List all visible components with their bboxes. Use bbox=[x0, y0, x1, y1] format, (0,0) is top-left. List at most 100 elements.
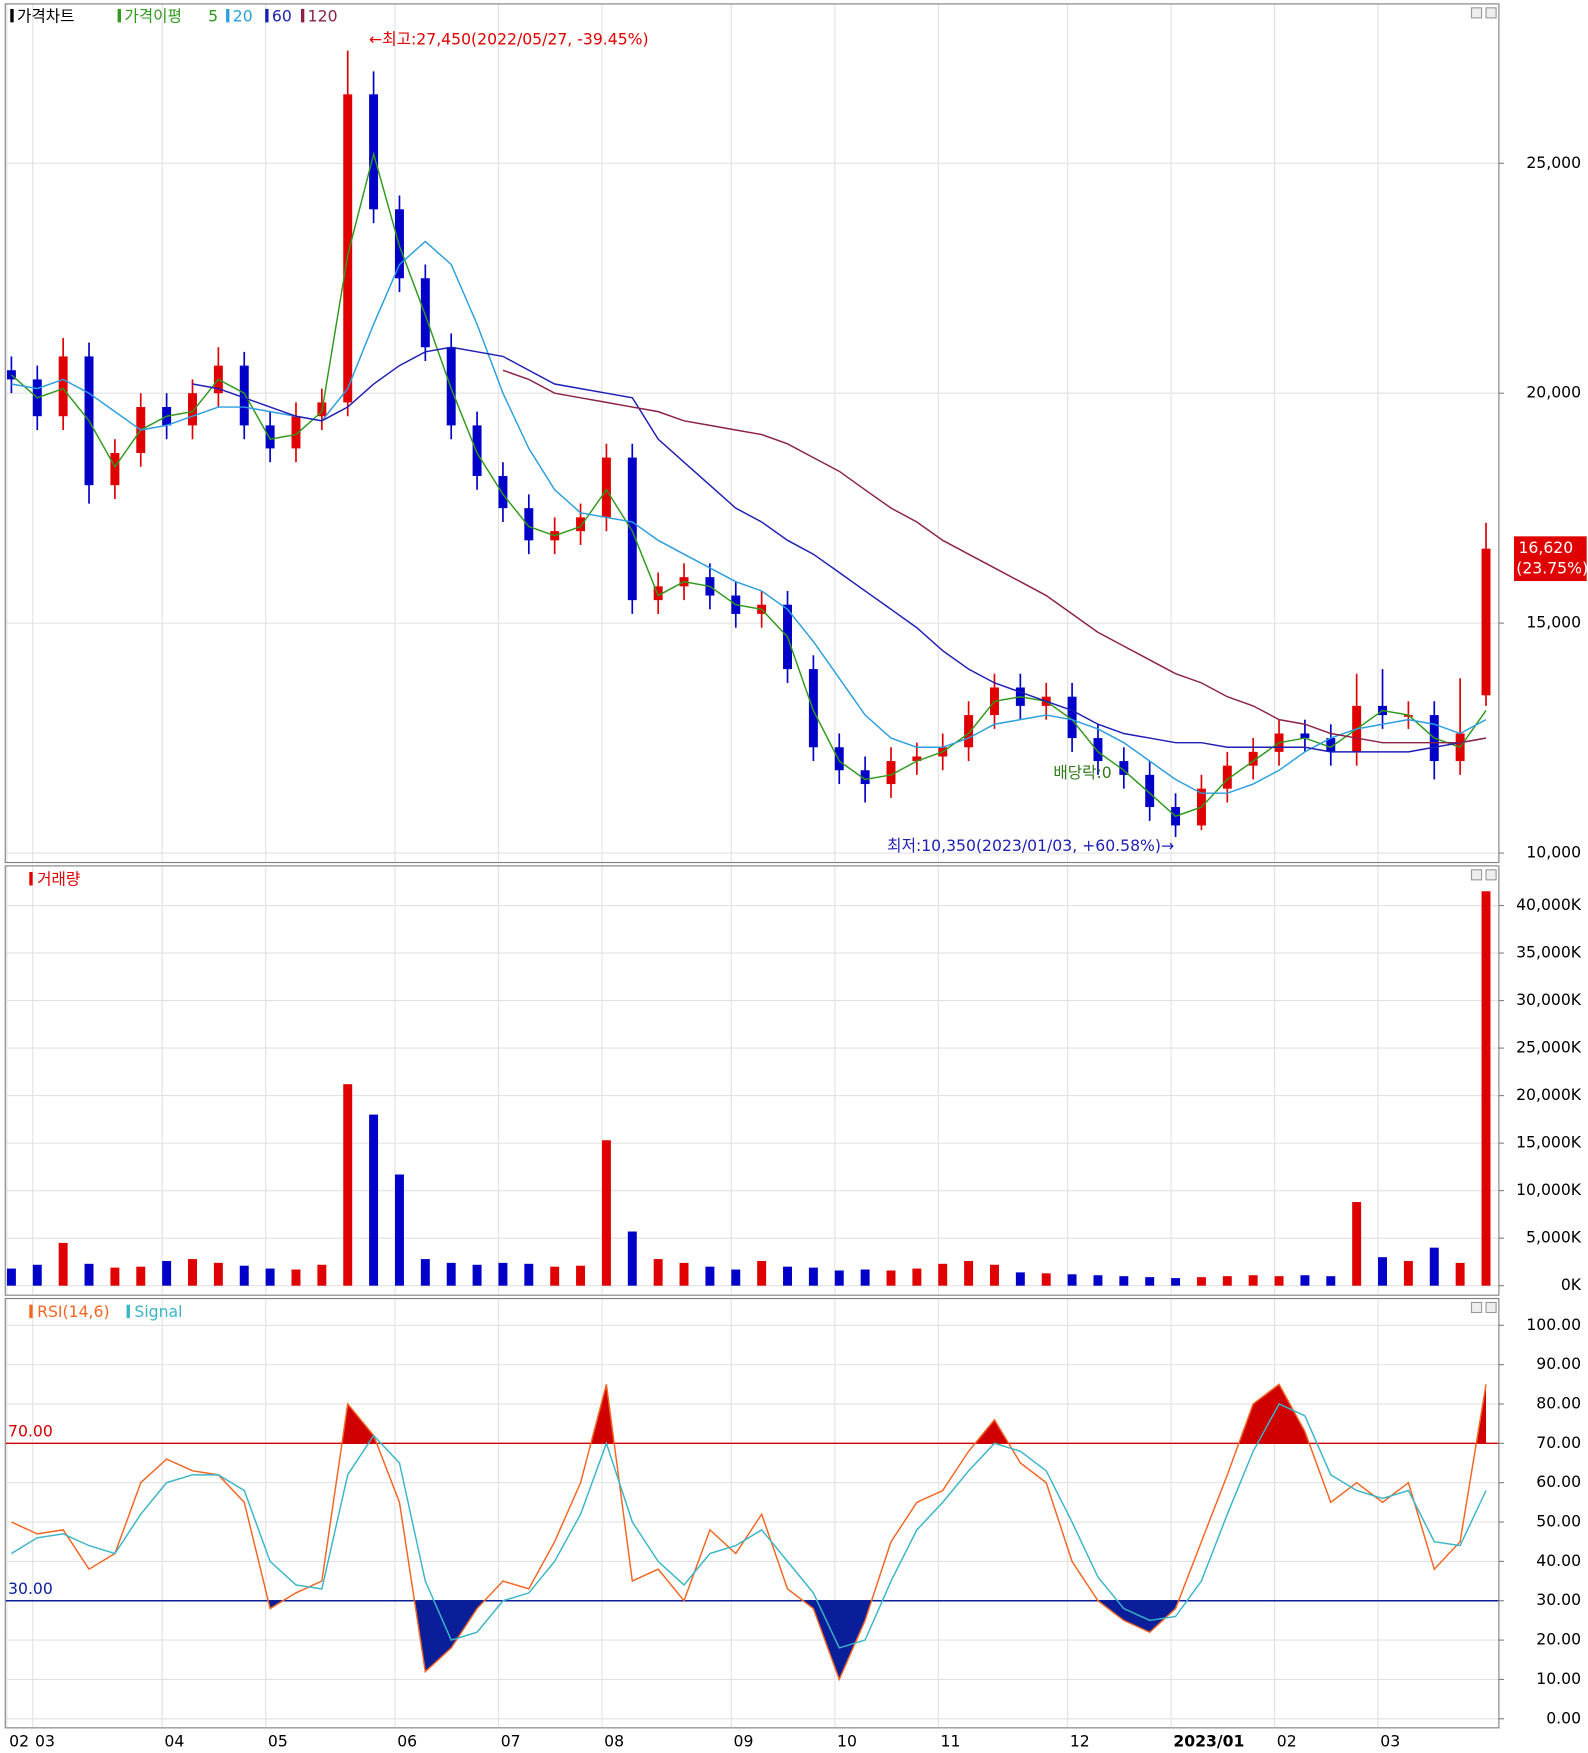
panel-button[interactable] bbox=[1470, 1301, 1483, 1314]
volume-bar bbox=[938, 1263, 948, 1286]
y-tick-label: 10.00 bbox=[1536, 1669, 1581, 1688]
volume-bar bbox=[343, 1084, 353, 1286]
x-tick-label: 09 bbox=[734, 1731, 754, 1750]
candle-body bbox=[834, 747, 844, 771]
legend-label: RSI(14,6) bbox=[37, 1302, 109, 1321]
volume-bar bbox=[32, 1264, 42, 1286]
legend-label: 5 bbox=[208, 6, 218, 25]
grid bbox=[5, 4, 1504, 1728]
candle-body bbox=[912, 756, 922, 762]
panel-button[interactable] bbox=[1470, 869, 1483, 881]
volume-bar bbox=[58, 1242, 68, 1286]
volume-bar bbox=[1015, 1272, 1025, 1286]
legend-ma-title: 가격이평 bbox=[124, 6, 182, 25]
ma-line bbox=[10, 151, 1487, 818]
candle-body bbox=[265, 425, 275, 449]
x-tick-label: 12 bbox=[1070, 1731, 1090, 1750]
volume-bar bbox=[446, 1262, 456, 1286]
candle-body bbox=[524, 508, 534, 541]
volume-bar bbox=[369, 1114, 379, 1286]
x-tick-label: 06 bbox=[397, 1731, 417, 1750]
y-tick-label: 50.00 bbox=[1536, 1512, 1581, 1531]
volume-bar bbox=[1429, 1247, 1439, 1286]
price-panel bbox=[4, 3, 1500, 864]
volume-bar bbox=[912, 1268, 922, 1286]
candle-body bbox=[1119, 761, 1129, 775]
volume-bar bbox=[239, 1265, 249, 1286]
candle-body bbox=[1145, 774, 1155, 808]
volume-bar bbox=[964, 1260, 974, 1286]
y-tick-label: 10,000K bbox=[1516, 1180, 1582, 1199]
volume-bar bbox=[1352, 1202, 1362, 1286]
y-tick-label: 90.00 bbox=[1536, 1354, 1581, 1373]
candle-body bbox=[860, 770, 870, 785]
legend-swatch bbox=[226, 8, 230, 23]
marks bbox=[5, 50, 1499, 1682]
y-tick-label: 0K bbox=[1561, 1275, 1582, 1294]
legend-swatch bbox=[29, 1304, 33, 1319]
y-tick-label: 80.00 bbox=[1536, 1393, 1581, 1412]
candle-body bbox=[239, 365, 249, 426]
candle-body bbox=[653, 586, 663, 601]
volume-bar bbox=[990, 1264, 999, 1286]
y-tick-label: 10,000 bbox=[1526, 843, 1581, 862]
legend-label: Signal bbox=[134, 1302, 182, 1321]
legend-swatch bbox=[10, 8, 14, 23]
volume-bar bbox=[1196, 1277, 1206, 1286]
y-tick-label: 25,000 bbox=[1526, 153, 1581, 172]
x-tick-label: 05 bbox=[268, 1731, 288, 1750]
volume-bar bbox=[1326, 1276, 1336, 1286]
level-label: 30.00 bbox=[8, 1579, 53, 1598]
legend-title: 거래량 bbox=[37, 869, 80, 888]
y-tick-label: 0.00 bbox=[1546, 1708, 1581, 1727]
candle-body bbox=[1093, 738, 1103, 762]
y-tick-label: 40.00 bbox=[1536, 1551, 1581, 1570]
ma-line bbox=[192, 346, 1487, 753]
x-tick-label: 11 bbox=[941, 1731, 961, 1750]
candle-body bbox=[498, 475, 508, 509]
legend-swatch bbox=[300, 8, 305, 23]
volume-bar bbox=[601, 1140, 611, 1286]
panel-button[interactable] bbox=[1485, 1301, 1497, 1314]
rsi-line bbox=[11, 1403, 1487, 1649]
volume-bar bbox=[627, 1231, 637, 1286]
panel-button[interactable] bbox=[1470, 7, 1483, 19]
candle-body bbox=[1300, 733, 1310, 739]
legend-swatch bbox=[117, 8, 121, 23]
ma-line bbox=[11, 240, 1487, 794]
volume-bar bbox=[1119, 1276, 1129, 1286]
candle-body bbox=[6, 370, 16, 380]
candle-body bbox=[446, 347, 456, 426]
candle-body bbox=[627, 457, 637, 601]
candle-body bbox=[601, 457, 611, 518]
volume-bar bbox=[1222, 1276, 1232, 1286]
volume-bar bbox=[705, 1266, 715, 1286]
annotation: 최저:10,350(2023/01/03, +60.58%)→ bbox=[887, 836, 1174, 855]
volume-bar bbox=[550, 1266, 560, 1286]
legend-swatch bbox=[29, 872, 33, 886]
x-tick-label: 08 bbox=[604, 1731, 624, 1750]
y-tick-label: 30,000K bbox=[1516, 990, 1582, 1009]
candle-body bbox=[576, 517, 586, 532]
volume-bar bbox=[731, 1269, 741, 1286]
candle-body bbox=[58, 356, 68, 417]
x-tick-label: 10 bbox=[837, 1731, 857, 1750]
legend-swatch bbox=[126, 1304, 130, 1319]
x-tick-label: 03 bbox=[1380, 1731, 1400, 1750]
volume-bar bbox=[653, 1259, 663, 1286]
x-tick-label: 03 bbox=[35, 1731, 55, 1750]
y-tick-label: 15,000K bbox=[1516, 1133, 1582, 1152]
volume-bar bbox=[524, 1263, 534, 1286]
volume-bar bbox=[6, 1268, 16, 1286]
panel-button[interactable] bbox=[1485, 7, 1497, 19]
volume-bar bbox=[162, 1260, 172, 1286]
legend-label: 60 bbox=[272, 6, 292, 25]
candle-body bbox=[964, 715, 974, 748]
panel-button[interactable] bbox=[1485, 869, 1497, 881]
last-price-box bbox=[1513, 536, 1587, 582]
volume-bar bbox=[420, 1259, 430, 1286]
candle-body bbox=[343, 94, 353, 403]
candle-body bbox=[1248, 751, 1258, 766]
x-tick-label: 04 bbox=[164, 1731, 184, 1750]
